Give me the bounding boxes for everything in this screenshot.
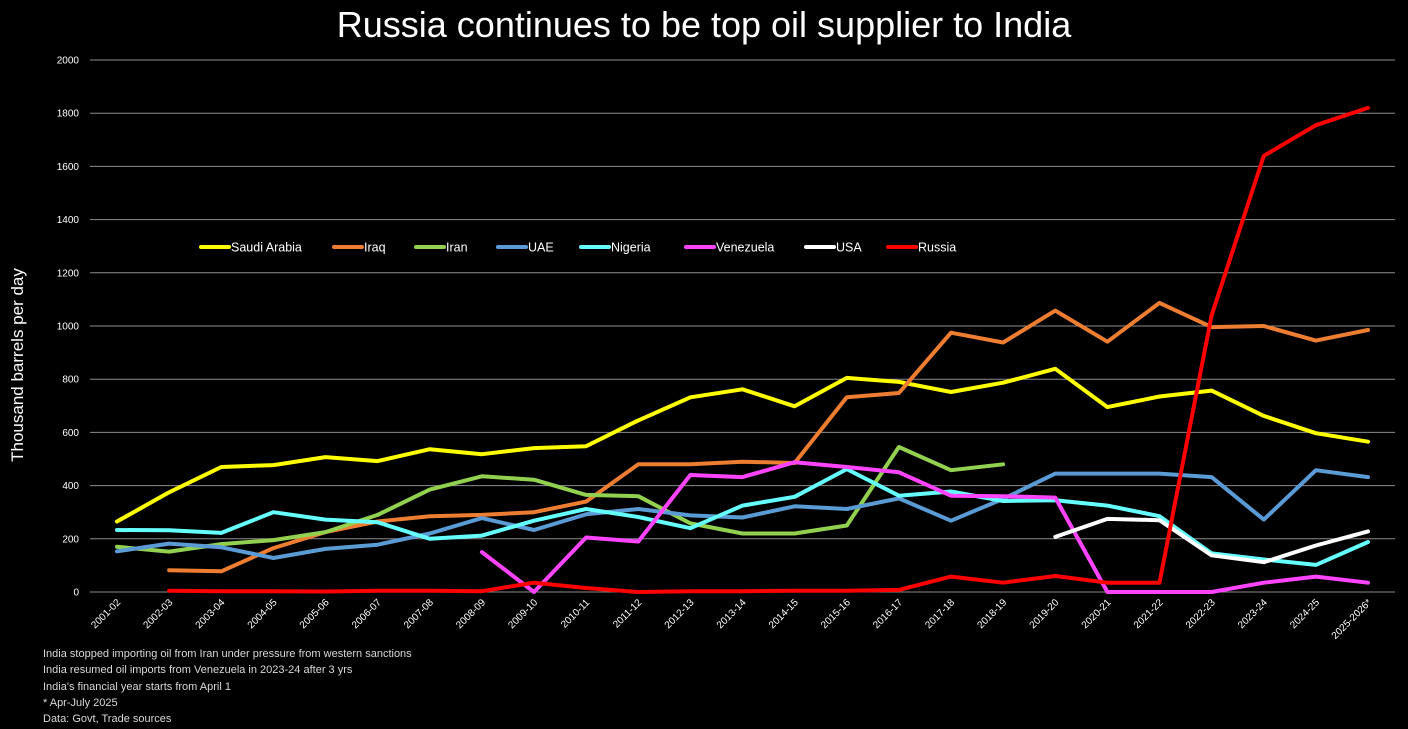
legend-label-usa: USA [836,241,862,255]
x-tick-label: 2010-11 [559,597,593,631]
y-tick-label: 400 [62,481,79,492]
x-tick-label: 2006-07 [350,597,384,631]
x-axis-ticks: 2001-02 2002-03 2003-04 2004-05 2005-06 2006-… [89,597,1374,642]
x-tick-label: 2023-24 [1236,597,1270,631]
footnotes: India stopped importing oil from Iran un… [43,646,412,727]
x-tick-label: 2001-02 [89,597,123,631]
x-tick-label: 2018-19 [976,597,1010,631]
footnote: India stopped importing oil from Iran un… [43,648,412,660]
x-tick-label: 2020-21 [1080,597,1114,631]
x-tick-label: 2011-12 [611,597,645,631]
series-line-iran [115,445,1006,554]
legend-label-saudi-arabia: Saudi Arabia [231,241,302,255]
series-line-usa [1053,516,1370,565]
x-tick-label: 2025-2026* [1330,597,1374,641]
y-tick-label: 0 [73,588,79,599]
y-axis-ticks: 0 200 400 600 800 1000 1200 1400 1600 1800 2000 [57,56,80,599]
x-tick-label: 2022-23 [1184,597,1218,631]
y-tick-label: 1800 [57,109,80,120]
legend-label-iran: Iran [446,241,468,255]
x-tick-label: 2024-25 [1288,597,1322,631]
x-tick-label: 2014-15 [767,597,801,631]
legend: Saudi Arabia Iraq Iran UAE Nigeria Venezuela U… [199,241,956,255]
footnote: India resumed oil imports from Venezuela… [43,664,353,677]
y-tick-label: 2000 [57,56,80,67]
series-line-saudi-arabia [115,366,1370,524]
footnote: India's financial year starts from April… [43,680,231,693]
x-tick-label: 2005-06 [298,597,332,631]
legend-label-russia: Russia [918,241,956,255]
legend-label-venezuela: Venezuela [716,241,774,255]
x-tick-label: 2012-13 [663,597,697,631]
x-tick-label: 2015-16 [819,597,853,631]
legend-label-uae: UAE [528,241,554,255]
y-tick-label: 1400 [57,215,80,226]
series-line-venezuela [479,460,1370,594]
y-tick-label: 1000 [57,322,80,333]
x-tick-label: 2004-05 [246,597,280,631]
x-tick-label: 2008-09 [454,597,488,631]
x-tick-label: 2002-03 [142,597,176,631]
legend-label-iraq: Iraq [364,241,386,255]
x-tick-label: 2013-14 [715,597,749,631]
series-line-russia [167,105,1370,594]
x-tick-label: 2007-08 [402,597,436,631]
series-line-uae [115,468,1370,560]
y-tick-label: 800 [62,375,79,386]
footnote: * Apr-July 2025 [43,696,118,709]
y-tick-label: 600 [62,428,79,439]
legend-label-nigeria: Nigeria [611,241,651,255]
y-tick-label: 1600 [57,162,80,173]
chart-title: Russia continues to be top oil supplier … [336,4,1072,45]
x-tick-label: 2021-22 [1132,597,1166,631]
y-tick-label: 200 [62,534,79,545]
series-line-nigeria [115,467,1370,567]
y-tick-label: 1200 [57,268,80,279]
y-axis-label: Thousand barrels per day [8,268,27,462]
x-tick-label: 2017-18 [923,597,957,631]
x-tick-label: 2009-10 [506,597,540,631]
x-tick-label: 2016-17 [871,597,905,631]
footnote: Data: Govt, Trade sources [43,713,172,726]
x-tick-label: 2003-04 [194,597,228,631]
gridlines [90,59,1395,593]
x-tick-label: 2019-20 [1028,597,1062,631]
series-lines [115,105,1370,594]
